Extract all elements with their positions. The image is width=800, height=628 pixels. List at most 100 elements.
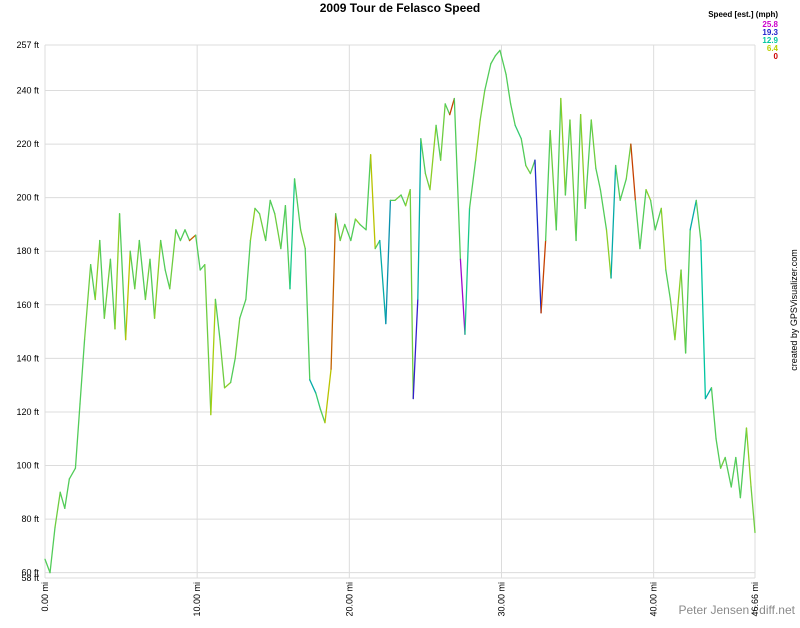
elevation-segment	[359, 223, 367, 231]
elevation-segment	[680, 269, 687, 354]
elevation-segment	[334, 213, 341, 242]
elevation-segment	[474, 119, 481, 161]
elevation-segment	[374, 239, 381, 250]
elevation-segment	[219, 338, 226, 389]
elevation-segment	[424, 172, 431, 191]
elevation-segment	[269, 199, 276, 215]
elevation-segment	[169, 229, 177, 290]
elevation-segment	[324, 368, 332, 424]
elevation-segment	[569, 119, 577, 242]
elevation-segment	[249, 207, 256, 242]
legend-value: 25.8	[762, 20, 778, 29]
elevation-segment	[490, 55, 497, 65]
elevation-segment	[750, 486, 756, 534]
elevation-segment	[54, 491, 61, 528]
elevation-segment	[184, 229, 191, 242]
elevation-segment	[429, 124, 437, 191]
elevation-segment	[83, 263, 92, 341]
elevation-segment	[153, 239, 162, 319]
elevation-segment	[79, 338, 86, 405]
elevation-segment	[309, 379, 317, 394]
elevation-segment	[745, 427, 752, 488]
elevation-segment	[710, 387, 717, 440]
elevation-segment	[619, 178, 627, 201]
y-tick-label: 257 ft	[16, 40, 39, 50]
elevation-segment	[499, 49, 507, 76]
elevation-segment	[689, 199, 697, 231]
y-tick-label: 200 ft	[16, 193, 39, 203]
elevation-segment	[89, 263, 96, 301]
watermark: Peter Jensen / diff.net	[678, 603, 795, 617]
chart-title: 2009 Tour de Felasco Speed	[320, 1, 481, 15]
elevation-segment	[350, 218, 357, 242]
elevation-segment	[704, 387, 713, 400]
x-tick-label: 10.00 mi	[192, 582, 202, 617]
elevation-segment	[144, 258, 151, 301]
elevation-segment	[665, 269, 672, 301]
elevation-segment	[529, 159, 536, 175]
elevation-segment	[505, 73, 512, 105]
elevation-segment	[614, 164, 621, 201]
elevation-segment	[449, 97, 455, 116]
elevation-segment	[695, 199, 702, 242]
elevation-segment	[555, 97, 562, 231]
elevation-segment	[404, 188, 411, 207]
elevation-segment	[639, 188, 647, 250]
x-tick-label: 30.00 mi	[496, 582, 506, 617]
elevation-segment	[223, 381, 232, 389]
elevation-segment	[354, 218, 361, 226]
elevation-segment	[68, 467, 77, 480]
elevation-segment	[479, 89, 486, 121]
elevation-segment	[400, 194, 407, 207]
elevation-segment	[264, 199, 271, 242]
x-tick-label: 0.00 mi	[40, 582, 50, 612]
x-tick-label: 40.00 mi	[649, 582, 659, 617]
elevation-segment	[339, 223, 346, 242]
y-tick-label: 140 ft	[16, 353, 39, 363]
elevation-segment	[412, 298, 419, 400]
elevation-segment	[64, 478, 70, 510]
elevation-segment	[164, 269, 171, 290]
elevation-segment	[114, 213, 121, 330]
y-tick-label: 60 ft	[21, 568, 39, 578]
elevation-segment	[669, 298, 676, 341]
elevation-segment	[625, 143, 632, 180]
elevation-segment	[439, 103, 446, 161]
elevation-segment	[579, 113, 586, 210]
elevation-segment	[634, 199, 641, 250]
elevation-segment	[684, 229, 691, 354]
y-tick-label: 58 ft	[21, 573, 39, 583]
elevation-segment	[494, 49, 501, 57]
elevation-segment	[99, 239, 105, 319]
elevation-segment	[199, 263, 206, 271]
elevation-segment	[188, 234, 197, 242]
elevation-segment	[175, 229, 182, 242]
elevation-segment	[94, 239, 101, 301]
elevation-segment	[289, 178, 296, 290]
elevation-segment	[630, 143, 637, 201]
elevation-segment	[560, 97, 567, 196]
elevation-segment	[584, 119, 592, 210]
elevation-segment	[453, 97, 462, 260]
legend-value: 0	[774, 52, 779, 61]
elevation-segment	[590, 119, 597, 169]
elevation-segment	[700, 239, 707, 400]
elevation-segment	[103, 258, 112, 319]
elevation-segment	[124, 250, 131, 341]
elevation-segment	[344, 223, 352, 242]
elevation-segment	[319, 408, 326, 424]
elevation-segment	[258, 213, 267, 242]
elevation-segment	[525, 164, 532, 175]
y-tick-label: 180 ft	[16, 246, 39, 256]
elevation-segment	[420, 138, 427, 175]
elevation-segment	[464, 207, 471, 335]
elevation-segment	[549, 130, 557, 231]
elevation-segment	[293, 178, 302, 231]
elevation-segment	[575, 113, 582, 242]
elevation-segment	[239, 298, 247, 319]
x-tick-label: 20.00 mi	[344, 582, 354, 617]
elevation-segment	[365, 154, 372, 231]
elevation-segment	[109, 258, 116, 330]
y-tick-label: 220 ft	[16, 139, 39, 149]
